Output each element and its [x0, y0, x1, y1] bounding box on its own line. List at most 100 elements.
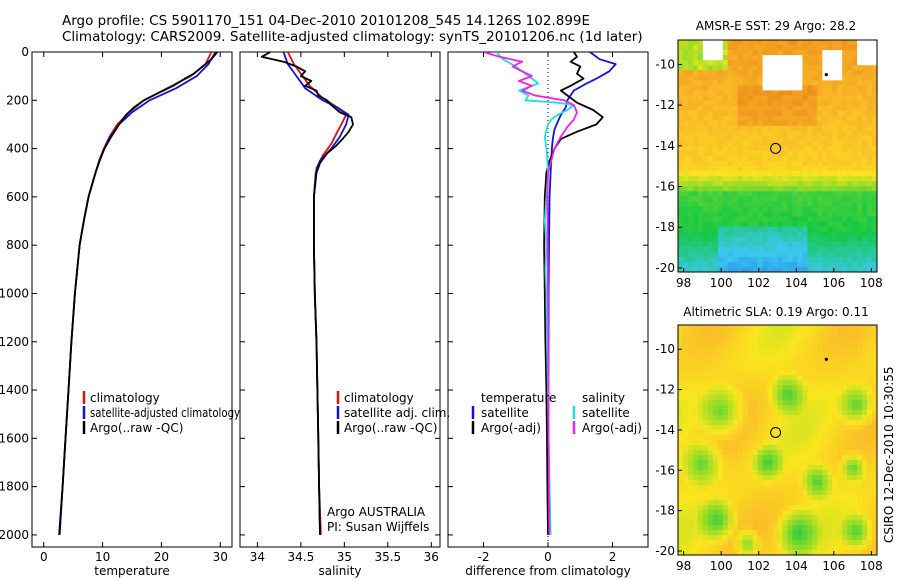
- sla-map-cell: [812, 540, 818, 546]
- sla-map-cell: [727, 440, 734, 446]
- sst-map-cell: [862, 266, 868, 273]
- sla-map-cell: [782, 480, 788, 486]
- sst-map-cell: [792, 211, 798, 217]
- sla-map-cell: [777, 405, 783, 411]
- sst-map-cell: [792, 216, 798, 222]
- sla-map-cell: [732, 520, 739, 526]
- sla-map-cell: [842, 460, 848, 466]
- sla-map-cell: [792, 375, 798, 381]
- sst-map-cell: [697, 85, 704, 91]
- sla-map-cell: [817, 495, 823, 501]
- sla-map-cell: [872, 450, 878, 456]
- sst-map-cell: [732, 176, 739, 182]
- temperature-ytick-label: 800: [6, 238, 29, 252]
- sla-map-cell: [817, 385, 823, 391]
- sst-map-cell: [737, 50, 744, 56]
- sst-map-cell: [817, 120, 823, 127]
- sst-map-cell: [687, 120, 694, 127]
- sla-map-cell: [822, 395, 828, 401]
- sst-map-cell: [872, 221, 878, 228]
- sst-map-cell: [777, 206, 783, 212]
- sst-map-cell: [682, 70, 689, 76]
- sst-map-cell: [707, 231, 714, 238]
- sla-map-cell: [792, 485, 798, 491]
- sst-map-cell: [772, 241, 778, 248]
- sla-map-cell: [847, 490, 853, 496]
- sla-map-cell: [802, 460, 808, 466]
- sla-map-cell: [757, 505, 763, 511]
- sla-map-cell: [757, 410, 763, 416]
- sla-map-cell: [792, 450, 798, 456]
- sst-map-cell: [742, 40, 749, 46]
- sst-map-cell: [692, 266, 699, 273]
- sla-map-cell: [867, 380, 873, 386]
- sst-map-cell: [692, 211, 699, 217]
- sla-map-cell: [847, 510, 853, 516]
- sst-map-cell: [777, 80, 783, 86]
- sst-map-cell: [857, 100, 863, 106]
- sst-map-cell: [757, 161, 763, 167]
- sla-map-cell: [747, 475, 754, 481]
- sst-map-cell: [682, 60, 689, 66]
- sla-map-cell: [842, 520, 848, 526]
- sst-map-cell: [782, 166, 788, 172]
- sst-map-cell: [797, 65, 803, 71]
- sla-map-cell: [697, 370, 704, 376]
- sla-map-cell: [847, 330, 853, 336]
- sst-map-cell: [832, 181, 838, 187]
- sla-map-cell: [767, 335, 773, 341]
- sst-map-cell: [857, 156, 863, 162]
- sla-map-cell: [852, 390, 858, 396]
- sla-map-cell: [822, 410, 828, 416]
- sst-map-cell: [852, 251, 858, 258]
- sst-map-cell: [832, 266, 838, 273]
- sla-map-cell: [767, 375, 773, 381]
- sst-map-cell: [737, 135, 744, 142]
- sla-map-ytick-label: -16: [655, 463, 675, 477]
- sst-map-cell: [842, 166, 848, 172]
- sst-map-cell: [822, 241, 828, 248]
- sla-map-cell: [867, 520, 873, 526]
- sst-map-cell: [727, 186, 734, 192]
- sla-map-cell: [802, 515, 808, 521]
- sla-map-cell: [787, 515, 793, 521]
- sla-map-cell: [737, 450, 744, 456]
- sst-map-cell: [747, 105, 754, 112]
- sla-map-cell: [842, 415, 848, 421]
- sst-map-cell: [687, 166, 694, 172]
- sla-map-cell: [762, 500, 768, 506]
- sst-map-xtick-label: 100: [710, 276, 733, 290]
- sla-map-cell: [742, 470, 749, 476]
- sst-map-cell: [702, 70, 709, 76]
- sst-map-cell: [862, 125, 868, 132]
- sla-map-cell: [842, 420, 848, 426]
- sst-map-cell: [742, 115, 749, 122]
- sst-map-cell: [837, 55, 843, 61]
- sst-map-cell: [772, 161, 778, 167]
- sst-map-cell: [678, 211, 684, 217]
- sla-map-cell: [717, 425, 724, 431]
- sst-map-cell: [682, 75, 689, 81]
- sla-map-cell: [792, 445, 798, 451]
- sla-map-cell: [847, 405, 853, 411]
- sla-map-cell: [742, 460, 749, 466]
- sst-map-cell: [772, 100, 778, 106]
- sst-map-cell: [827, 261, 833, 268]
- sst-map-xtick-label: 98: [676, 276, 691, 290]
- sla-map-cell: [752, 515, 759, 521]
- sla-map-cell: [727, 495, 734, 501]
- sla-map-cell: [702, 340, 709, 346]
- sst-map-cell: [857, 266, 863, 273]
- sst-map-cell: [822, 261, 828, 268]
- sst-map-cell: [782, 201, 788, 207]
- sla-map-cell: [727, 505, 734, 511]
- sst-map-cell: [732, 156, 739, 162]
- sst-map-cell: [732, 166, 739, 172]
- sst-map-cell: [722, 115, 729, 122]
- sst-map-cell: [697, 60, 704, 66]
- sst-map-cell: [867, 95, 873, 101]
- sst-map-cell: [762, 110, 768, 117]
- sst-map-cell: [712, 241, 719, 248]
- sla-map-cell: [697, 450, 704, 456]
- sst-map-cell: [697, 176, 704, 182]
